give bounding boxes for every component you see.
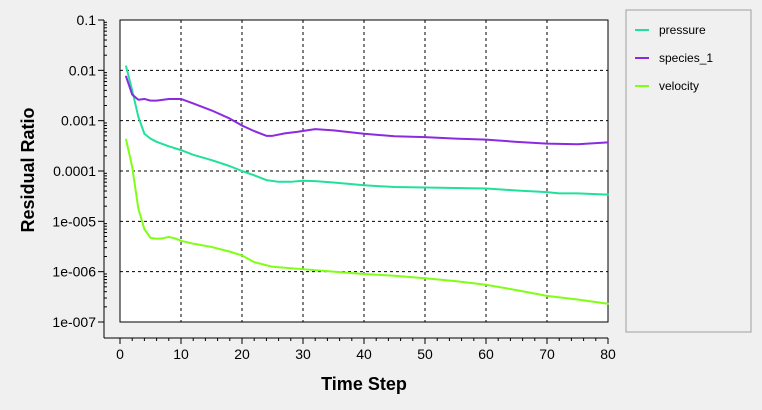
series-line-species_1 [125,75,609,146]
x-tick-label: 50 [417,346,433,362]
y-tick-label: 1e-006 [52,264,96,280]
x-tick-label: 70 [539,346,555,362]
series-line-velocity [125,138,609,305]
legend-label-velocity: velocity [659,79,699,93]
y-tick-label: 0.001 [61,113,96,129]
series-line-pressure [125,65,609,196]
y-axis-title: Residual Ratio [18,107,38,232]
legend-items: pressure species_1 velocity [635,23,713,93]
x-tick-label: 40 [356,346,372,362]
legend: pressure species_1 velocity [625,9,752,333]
y-tick-label: 1e-007 [52,314,96,330]
tick-layer: 0 10 20 30 40 50 60 70 80 0.1 0.01 0.001 0.0001 1e-00… [52,12,616,362]
y-tick-label: 0.01 [69,62,96,78]
y-tick-label: 0.0001 [53,163,96,179]
legend-box [625,9,752,333]
x-tick-label: 30 [295,346,311,362]
x-tick-label: 10 [173,346,189,362]
y-tick-label: 1e-005 [52,213,96,229]
legend-label-pressure: pressure [659,23,706,37]
legend-label-species_1: species_1 [659,51,713,65]
x-tick-label: 0 [116,346,124,362]
y-tick-label: 0.1 [77,12,97,28]
series-layer [125,65,609,305]
x-tick-label: 80 [600,346,616,362]
x-tick-label: 60 [478,346,494,362]
x-axis-title: Time Step [321,374,407,394]
x-tick-label: 20 [234,346,250,362]
